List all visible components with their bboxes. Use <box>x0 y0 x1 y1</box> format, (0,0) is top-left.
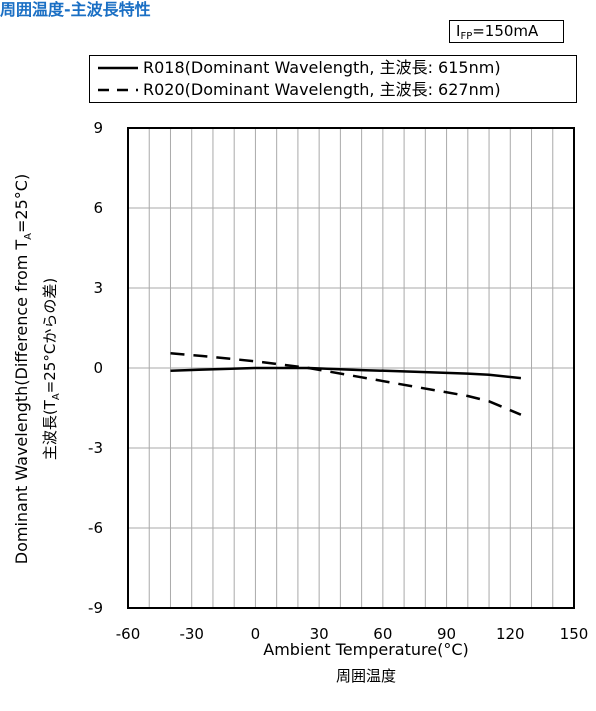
y-axis-sublabel-main: 主波長(T <box>41 399 59 460</box>
y-axis-label-main: Dominant Wavelength(Difference from T <box>12 240 31 565</box>
series-layer <box>170 352 522 416</box>
y-axis-sublabel-sub: A <box>51 393 62 400</box>
legend-item-r018: R018(Dominant Wavelength, 主波長: 615nm) <box>90 57 576 79</box>
x-tick-label: 60 <box>373 625 392 643</box>
legend-solid-line-icon <box>98 66 138 70</box>
y-axis-sublabel-tail: =25°Cからの差) <box>41 278 59 393</box>
x-tick-label: 30 <box>310 625 329 643</box>
x-tick-labels: -60 -30 0 30 60 90 120 150 <box>116 625 589 643</box>
series-line-r018 <box>170 366 522 380</box>
plot-frame <box>127 127 575 609</box>
y-axis-label-tail: =25°C) <box>12 174 31 233</box>
y-tick-label: 9 <box>93 119 103 137</box>
y-axis-sublabel: 主波長(TA=25°Cからの差) <box>41 278 62 460</box>
condition-subscript: FP <box>460 31 473 42</box>
x-axis-sublabel: 周囲温度 <box>336 667 396 685</box>
condition-value: =150mA <box>472 22 539 40</box>
y-tick-label: 0 <box>93 359 103 377</box>
y-axis-label: Dominant Wavelength(Difference from TA=2… <box>12 174 34 564</box>
legend-label-r018: R018(Dominant Wavelength, 主波長: 615nm) <box>143 58 501 77</box>
x-tick-label: 90 <box>437 625 456 643</box>
y-tick-label: -9 <box>88 599 103 617</box>
grid <box>128 128 574 608</box>
y-tick-label: -3 <box>88 439 103 457</box>
x-axis-label: Ambient Temperature(°C) <box>263 640 468 659</box>
legend-label-r020: R020(Dominant Wavelength, 主波長: 627nm) <box>143 80 501 99</box>
y-tick-labels: 9 6 3 0 -3 -6 -9 <box>88 119 103 617</box>
legend: R018(Dominant Wavelength, 主波長: 615nm) R0… <box>89 55 577 103</box>
condition-box: IFP=150mA <box>449 20 564 43</box>
condition-symbol: I <box>456 22 461 40</box>
series-line-r020 <box>170 352 522 416</box>
x-tick-label: 150 <box>560 625 589 643</box>
x-tick-label: -60 <box>116 625 141 643</box>
legend-dashed-line-icon <box>98 88 138 92</box>
y-tick-label: 3 <box>93 279 103 297</box>
y-axis-label-sub: A <box>23 233 34 240</box>
y-tick-label: -6 <box>88 519 103 537</box>
chart-title: 周囲温度-主波長特性 <box>0 0 151 19</box>
legend-item-r020: R020(Dominant Wavelength, 主波長: 627nm) <box>90 79 576 101</box>
y-tick-label: 6 <box>93 199 103 217</box>
x-tick-label: 120 <box>496 625 525 643</box>
x-tick-label: -30 <box>179 625 204 643</box>
x-tick-label: 0 <box>251 625 261 643</box>
